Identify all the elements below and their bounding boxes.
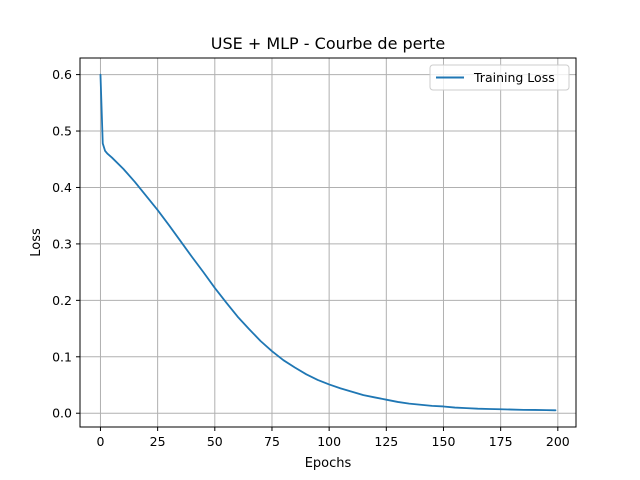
y-tick-label: 0.4 bbox=[52, 180, 72, 195]
x-tick-label: 100 bbox=[317, 434, 341, 449]
y-tick-label: 0.5 bbox=[52, 124, 72, 139]
tick-labels: 0 25 50 75 100 125 150 175 200 0.0 0.1 0.2 0.3 0.4 0.5… bbox=[52, 67, 570, 449]
x-axis-label: Epochs bbox=[305, 456, 352, 471]
y-tick-label: 0.6 bbox=[52, 67, 72, 82]
x-tick-label: 150 bbox=[432, 434, 456, 449]
y-tick-label: 0.1 bbox=[52, 349, 72, 364]
x-tick-label: 75 bbox=[264, 434, 280, 449]
x-tick-label: 125 bbox=[374, 434, 398, 449]
legend: Training Loss bbox=[429, 64, 570, 91]
plot-frame bbox=[79, 57, 577, 428]
axis-ticks bbox=[76, 74, 559, 431]
y-tick-label: 0.2 bbox=[52, 293, 72, 308]
y-axis-label: Loss bbox=[29, 228, 44, 257]
chart-title: USE + MLP - Courbe de perte bbox=[211, 34, 445, 53]
legend-label: Training Loss bbox=[473, 70, 555, 85]
grid-lines bbox=[80, 58, 576, 427]
series-line-training-loss bbox=[99, 73, 557, 412]
x-tick-label: 0 bbox=[96, 434, 104, 449]
legend-box bbox=[429, 64, 570, 91]
x-tick-label: 175 bbox=[489, 434, 513, 449]
series-group bbox=[99, 73, 557, 412]
x-tick-label: 25 bbox=[150, 434, 166, 449]
x-tick-label: 50 bbox=[207, 434, 223, 449]
y-tick-label: 0.0 bbox=[52, 406, 72, 421]
y-tick-label: 0.3 bbox=[52, 236, 72, 251]
x-tick-label: 200 bbox=[546, 434, 570, 449]
